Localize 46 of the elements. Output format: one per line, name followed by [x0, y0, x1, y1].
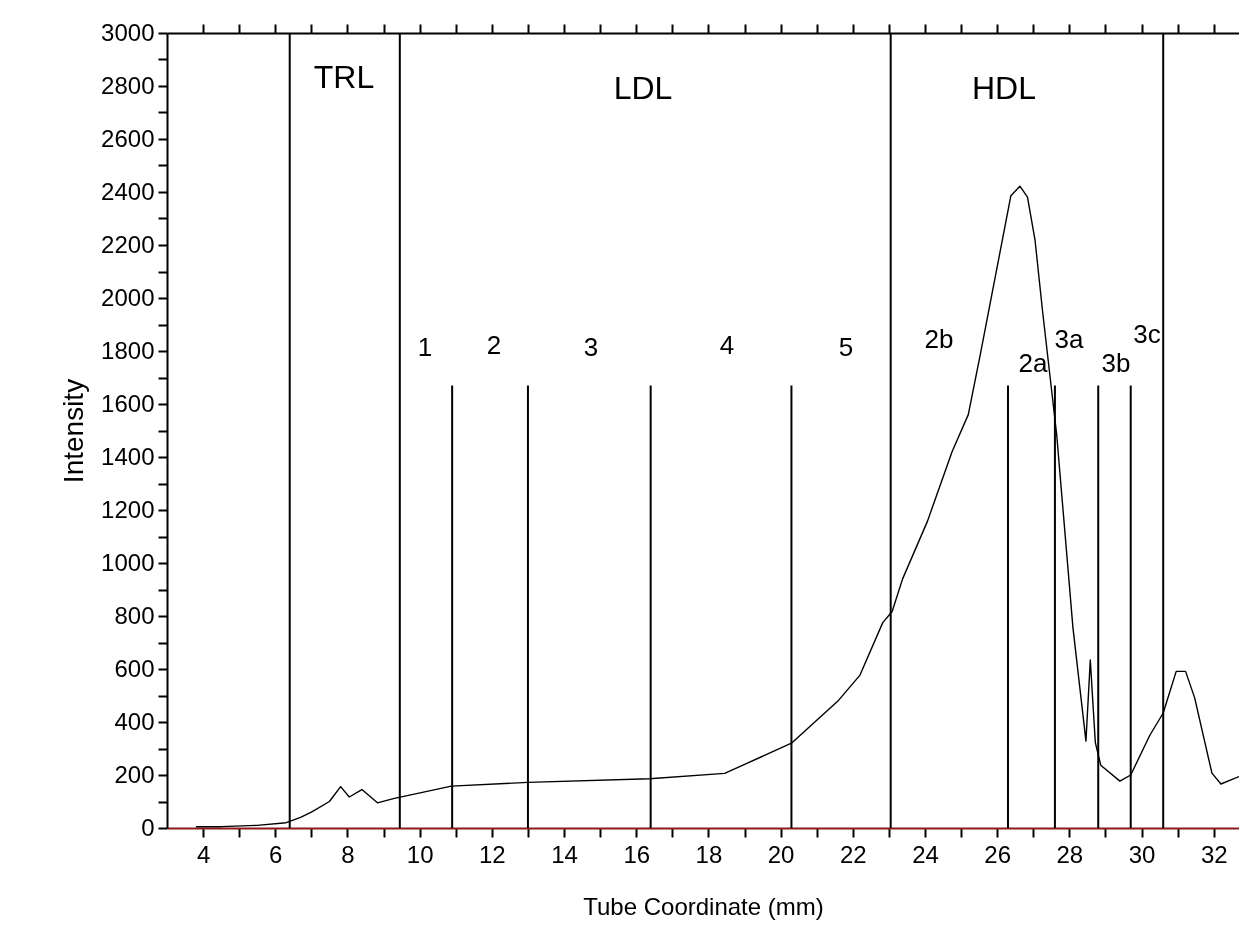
- y-axis-title: Intensity: [58, 378, 90, 484]
- y-tick-label: 2200: [101, 230, 155, 258]
- x-tick-label: 30: [1128, 840, 1156, 868]
- annotation: 2a: [1018, 348, 1048, 378]
- y-tick-label: 1000: [101, 548, 155, 576]
- annotation: 3a: [1054, 324, 1084, 354]
- annotation: TRL: [313, 59, 375, 95]
- annotation: 3c: [1133, 319, 1161, 349]
- y-tick-label: 1800: [101, 336, 155, 364]
- x-axis-title: Tube Coordinate (mm): [583, 892, 824, 920]
- x-tick-label: 18: [695, 840, 723, 868]
- y-tick-label: 2400: [101, 177, 155, 205]
- annotation: 4: [719, 330, 735, 360]
- annotation: LDL: [613, 70, 673, 106]
- y-tick-label: 2000: [101, 283, 155, 311]
- y-tick-label: 600: [114, 654, 155, 682]
- x-tick-label: 4: [196, 840, 211, 868]
- y-tick-label: 2800: [101, 71, 155, 99]
- annotation: 2: [486, 330, 502, 360]
- annotation: 1: [417, 332, 433, 362]
- y-tick-label: 1400: [101, 442, 155, 470]
- annotation: 3b: [1101, 348, 1131, 378]
- annotation: 5: [838, 332, 854, 362]
- x-tick-label: 24: [912, 840, 939, 868]
- annotation: 2b: [924, 324, 954, 354]
- x-tick-label: 32: [1200, 840, 1228, 868]
- x-tick-label: 6: [269, 840, 283, 868]
- annotation: 3: [583, 332, 599, 362]
- y-tick-label: 800: [114, 601, 155, 629]
- y-tick-label: 200: [114, 760, 155, 788]
- annotation: HDL: [971, 70, 1037, 106]
- x-tick-label: 22: [839, 840, 867, 868]
- y-tick-label: 1600: [101, 389, 155, 417]
- x-tick-label: 28: [1056, 840, 1084, 868]
- x-tick-label: 16: [623, 840, 651, 868]
- x-tick-label: 20: [767, 840, 795, 868]
- x-tick-label: 14: [551, 840, 578, 868]
- y-tick-label: 1200: [101, 495, 155, 523]
- y-tick-label: 400: [114, 707, 155, 735]
- y-tick-label: 3000: [101, 18, 155, 46]
- x-tick-label: 26: [984, 840, 1012, 868]
- x-tick-label: 10: [406, 840, 434, 868]
- y-tick-label: 2600: [101, 124, 155, 152]
- x-tick-label: 8: [341, 840, 355, 868]
- x-tick-label: 12: [479, 840, 506, 868]
- y-tick-label: 0: [141, 813, 155, 841]
